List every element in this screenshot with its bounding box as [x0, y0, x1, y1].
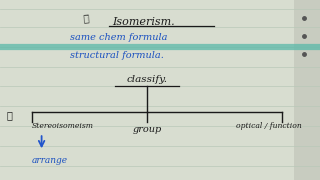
- Bar: [294, 0, 320, 180]
- Text: group: group: [132, 125, 162, 134]
- Text: same chem formula: same chem formula: [70, 33, 168, 42]
- Text: Isomerism.: Isomerism.: [112, 17, 175, 27]
- Text: arrange: arrange: [32, 156, 68, 165]
- Text: structural formula.: structural formula.: [70, 51, 164, 60]
- Text: ✓: ✓: [6, 111, 12, 120]
- Text: optical / function: optical / function: [236, 122, 302, 130]
- Text: ✓: ✓: [83, 13, 90, 23]
- Text: classify.: classify.: [127, 75, 168, 84]
- Text: Stereoisomeism: Stereoisomeism: [32, 122, 94, 130]
